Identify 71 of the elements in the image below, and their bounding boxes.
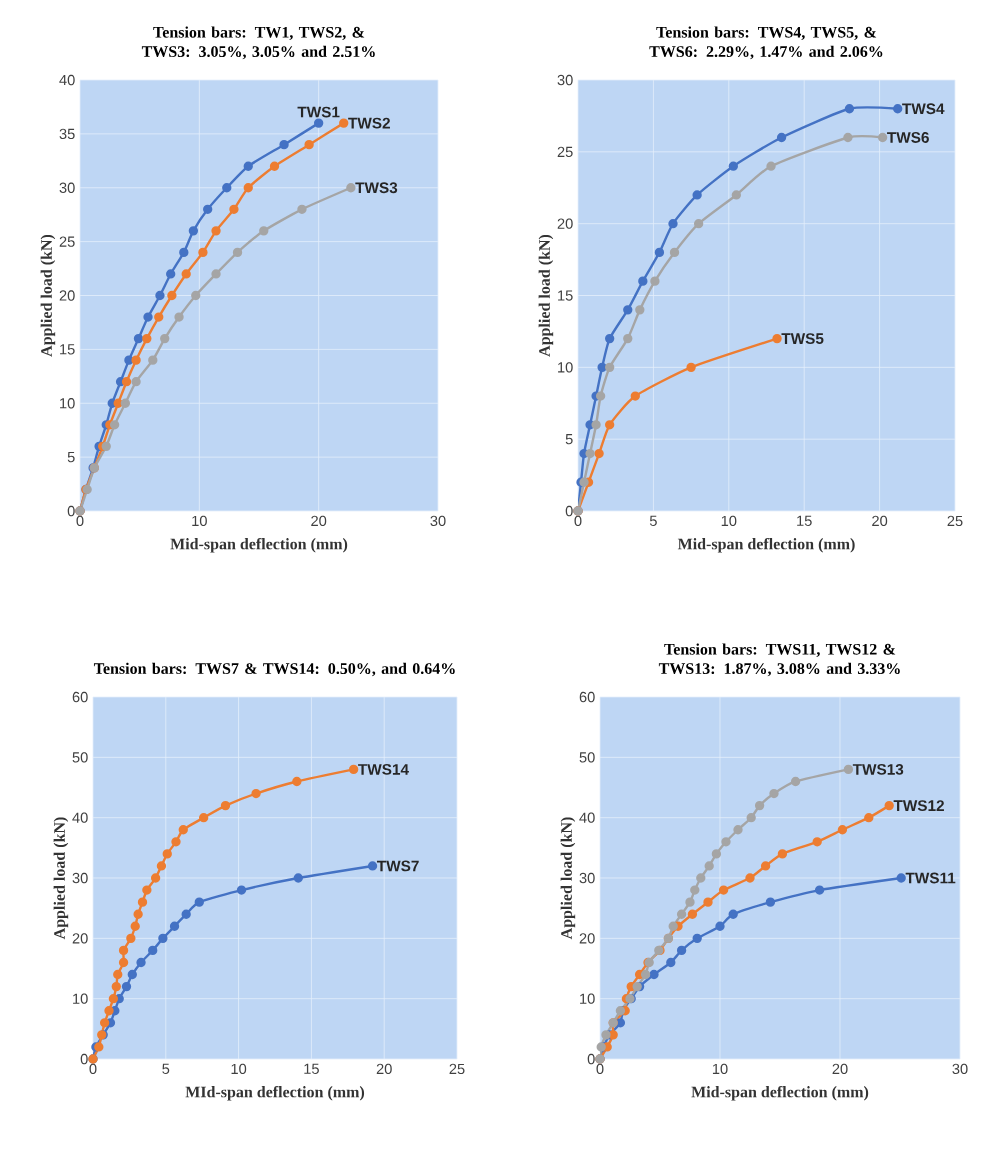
chart-title: Tension bars: TWS7 & TWS14: 0.50%, and 0.64% [93,662,455,677]
y-tick-label: 20 [579,933,595,944]
x-tick-label: 20 [311,515,327,527]
x-tick-label: 5 [162,1063,170,1074]
x-tick-label: 25 [947,515,963,527]
series-label: TWS12 [893,800,944,812]
x-tick-label: 0 [89,1063,97,1075]
y-tick-label: 50 [72,752,88,763]
y-tick-label: 10 [580,993,595,1004]
series-label: TWS7 [376,860,419,872]
x-tick-label: 20 [872,515,888,527]
y-tick-label: 20 [72,933,88,944]
y-tick-label: 30 [579,872,595,884]
series-label: TWS14 [358,763,409,775]
x-tick-label: 5 [649,515,657,526]
y-tick-label: 0 [587,1053,595,1065]
x-axis-title: Mid-span deflection (mm) [170,537,348,553]
series-label: TWS6 [887,132,929,143]
y-axis-title: Applied load (kN) [53,817,69,940]
x-tick-label: 15 [797,515,812,526]
series-label: TWS3 [355,182,398,194]
x-tick-label: 10 [721,515,737,527]
x-tick-label: 10 [231,1063,247,1075]
x-tick-label: 10 [192,515,207,527]
series-label: TWS5 [781,333,824,345]
y-tick-label: 10 [558,362,573,373]
y-axis-title: Applied load (kN) [560,817,576,940]
y-tick-label: 10 [73,993,88,1004]
x-tick-label: 25 [449,1063,465,1075]
y-tick-label: 15 [558,290,573,301]
y-tick-label: 15 [60,344,75,355]
y-tick-label: 60 [72,691,88,703]
x-tick-label: 30 [952,1063,968,1075]
x-tick-label: 10 [712,1063,728,1075]
series-label: TWS2 [348,117,390,129]
chart-title: Tension bars: TWS4, TWS5, & TWS6: 2.29%, 1.47% and 2.06% [649,26,883,60]
y-tick-label: 60 [579,691,595,703]
y-tick-label: 20 [59,290,75,301]
y-tick-label: 0 [80,1053,88,1065]
y-tick-label: 50 [579,752,595,763]
y-tick-label: 40 [59,74,75,86]
series-label: TWS1 [297,106,340,118]
series-label: TWS11 [905,872,956,884]
y-axis-title: Applied load (kN) [40,234,56,357]
y-tick-label: 25 [59,236,75,247]
x-tick-label: 30 [430,515,446,527]
y-tick-label: 20 [557,218,573,229]
y-tick-label: 30 [59,182,75,193]
y-tick-label: 35 [59,128,75,140]
y-tick-label: 30 [72,872,88,884]
x-axis-title: Mid-span deflection (mm) [691,1085,869,1101]
chart-title: Tension bars: TW1, TWS2, & TWS3: 3.05%, 3.05% and 2.51% [141,26,375,60]
y-tick-label: 10 [60,398,75,409]
chart-title: Tension bars: TWS11, TWS12 & TWS13: 1.87%, 3.08% and 3.33% [658,643,900,677]
x-tick-label: 20 [376,1063,392,1075]
y-tick-label: 40 [72,812,88,823]
x-tick-label: 0 [596,1063,604,1075]
series-label: TWS13 [852,763,904,775]
series-label: TWS4 [902,103,945,115]
x-tick-label: 15 [304,1063,319,1074]
y-tick-label: 0 [565,505,573,517]
y-tick-label: 25 [557,146,573,158]
x-axis-title: Mid-span deflection (mm) [677,537,855,553]
y-tick-label: 0 [67,505,75,517]
y-tick-label: 40 [579,812,595,823]
y-tick-label: 5 [67,452,75,463]
y-tick-label: 30 [557,74,573,86]
y-tick-label: 5 [565,434,573,445]
x-tick-label: 20 [832,1063,848,1075]
x-axis-title: MId-span deflection (mm) [185,1085,365,1101]
y-axis-title: Applied load (kN) [538,234,554,357]
